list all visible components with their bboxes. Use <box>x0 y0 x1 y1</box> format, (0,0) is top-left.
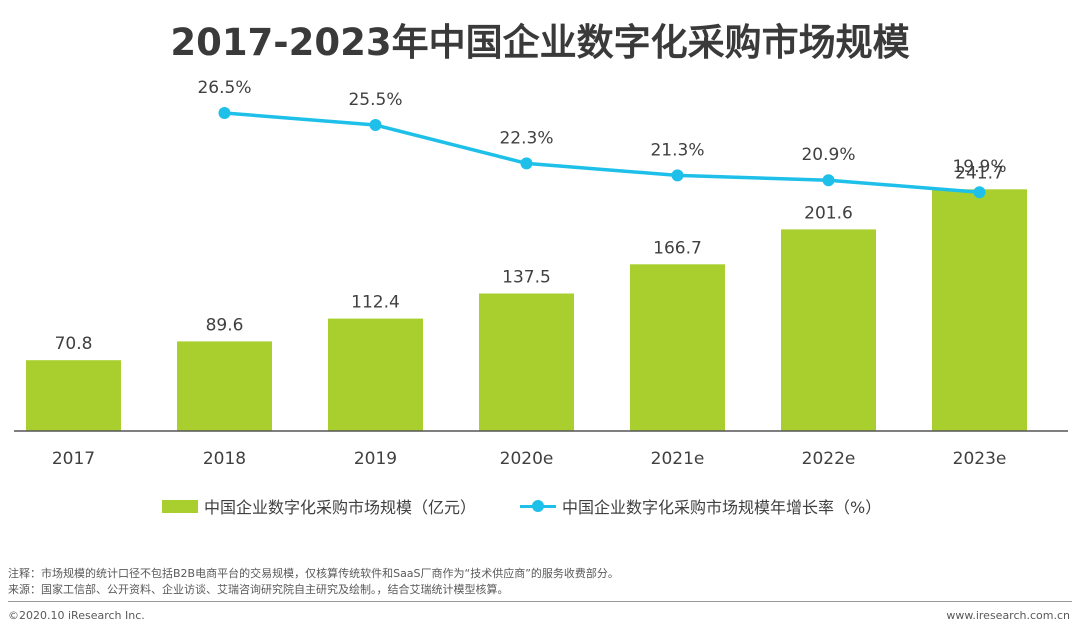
rate-point-2020e <box>520 157 533 170</box>
bar-2021e <box>630 264 725 431</box>
chart-title: 2017-2023年中国企业数字化采购市场规模 <box>170 21 910 64</box>
rate-point-2019 <box>369 119 382 131</box>
legend-line-swatch <box>520 499 557 513</box>
rate-label-2019: 25.5% <box>348 90 402 110</box>
x-tick-2019: 2019 <box>354 449 397 469</box>
bar-2018 <box>177 341 272 431</box>
bar-value-labels: 70.8 89.6 112.4 137.5 166.7 201.6 241.7 <box>55 163 1004 354</box>
legend-line-label: 中国企业数字化采购市场规模年增长率（%） <box>562 498 882 517</box>
footer-copyright: ©2020.10 iResearch Inc. <box>8 609 145 622</box>
rate-label-2020e: 22.3% <box>499 128 553 148</box>
notes: 注释：市场规模的统计口径不包括B2B电商平台的交易规模，仅核算传统软件和SaaS… <box>8 566 619 598</box>
rate-point-2021e <box>671 169 684 182</box>
footer-website[interactable]: www.iresearch.com.cn <box>946 609 1070 622</box>
rate-label-2018: 26.5% <box>197 78 251 98</box>
source-text: 来源：国家工信部、公开资料、企业访谈、艾瑞咨询研究院自主研究及绘制。，结合艾瑞统… <box>8 583 509 596</box>
bar-label-2022e: 201.6 <box>804 203 853 223</box>
growth-rate-points <box>218 107 986 199</box>
x-tick-2018: 2018 <box>203 449 246 469</box>
bar-label-2020e: 137.5 <box>502 268 551 288</box>
bar-2019 <box>328 318 423 431</box>
rate-point-2018 <box>218 107 231 119</box>
bar-label-2019: 112.4 <box>351 293 400 313</box>
rate-point-2022e <box>822 174 835 187</box>
bar-series <box>26 189 1027 431</box>
bar-label-2021e: 166.7 <box>653 238 702 258</box>
x-tick-2022e: 2022e <box>802 449 856 469</box>
legend-bar-label: 中国企业数字化采购市场规模（亿元） <box>204 498 477 517</box>
x-tick-2017: 2017 <box>52 449 95 469</box>
x-tick-2021e: 2021e <box>651 449 705 469</box>
bar-2020e <box>479 293 574 431</box>
rate-label-2021e: 21.3% <box>650 140 704 160</box>
x-tick-2020e: 2020e <box>500 449 554 469</box>
rate-label-2022e: 20.9% <box>801 145 855 165</box>
growth-rate-line <box>224 111 980 194</box>
note-text: 注释：市场规模的统计口径不包括B2B电商平台的交易规模，仅核算传统软件和SaaS… <box>8 567 619 580</box>
bar-label-2017: 70.8 <box>55 334 93 354</box>
bar-label-2018: 89.6 <box>206 315 244 335</box>
legend-item-bar: 中国企业数字化采购市场规模（亿元） <box>162 494 476 518</box>
bar-2023e <box>932 189 1027 431</box>
bar-label-2023e: 241.7 <box>955 163 1004 183</box>
growth-rate-labels: 26.5% 25.5% 22.3% 21.3% 20.9% 19.9% <box>197 78 1006 177</box>
legend-item-line: 中国企业数字化采购市场规模年增长率（%） <box>520 494 881 518</box>
footer-divider <box>8 601 1072 602</box>
bar-2017 <box>26 360 121 431</box>
rate-label-2023e: 19.9% <box>952 157 1006 177</box>
bar-2022e <box>781 229 876 431</box>
x-tick-labels: 2017 2018 2019 2020e 2021e 2022e 2023e <box>52 449 1007 469</box>
legend: 中国企业数字化采购市场规模（亿元） 中国企业数字化采购市场规模年增长率（%） <box>162 494 925 518</box>
x-tick-2023e: 2023e <box>953 449 1007 469</box>
legend-bar-swatch <box>162 499 198 513</box>
rate-point-2023e <box>973 186 986 199</box>
